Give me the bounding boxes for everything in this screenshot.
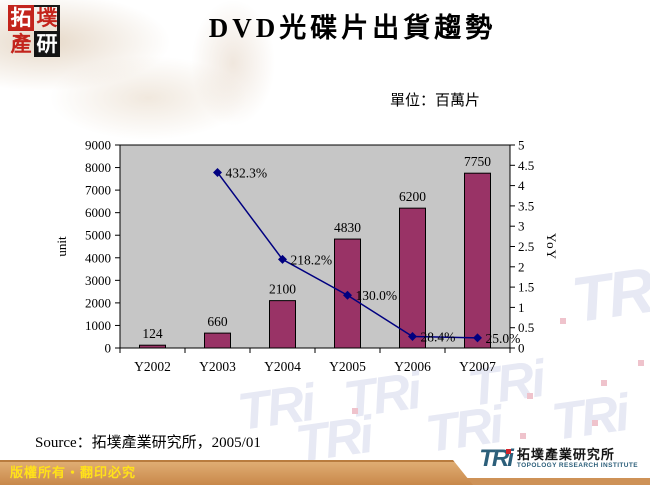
bar-value-label: 6200 xyxy=(399,189,426,204)
yoy-value-label: 130.0% xyxy=(356,288,398,303)
bar-value-label: 124 xyxy=(142,326,163,341)
right-axis-label: 2.5 xyxy=(518,239,534,254)
tri-name-zh: 拓墣產業研究所 xyxy=(516,447,615,462)
yoy-value-label: 218.2% xyxy=(291,252,333,267)
yoy-value-label: 28.4% xyxy=(421,329,456,344)
logo-char: 拓 xyxy=(8,5,34,31)
tri-footer-logo: TRi 拓墣產業研究所 TOPOLOGY RESEARCH INSTITUTE xyxy=(479,447,638,471)
right-axis-label: 0 xyxy=(518,341,525,356)
tri-watermark: TRi xyxy=(548,384,631,452)
left-axis-label: 1000 xyxy=(85,318,111,333)
shipment-trend-chart: 0 1000 2000 3000 4000 5000 6000 7000 8000 9000 0 0.… xyxy=(54,138,559,375)
right-axis-label: 1.5 xyxy=(518,280,534,295)
bar-Y2002 xyxy=(139,344,166,349)
left-axis-label: 7000 xyxy=(85,183,111,198)
x-axis-label: Y2003 xyxy=(199,359,236,374)
yoy-value-label: 432.3% xyxy=(226,165,268,180)
left-axis-title: unit xyxy=(54,236,69,257)
yoy-marker xyxy=(408,331,417,341)
footer-bar xyxy=(0,460,473,485)
watermark-dot xyxy=(520,433,526,439)
tri-watermark: TRi xyxy=(567,251,650,337)
logo-char: 產 xyxy=(10,32,32,56)
right-axis-title: YoY xyxy=(544,233,559,260)
right-axis-label: 4.5 xyxy=(518,158,534,173)
left-axis-label: 0 xyxy=(105,341,112,356)
logo-char: 墣 xyxy=(34,5,60,31)
yoy-marker xyxy=(278,254,287,264)
unit-note: 單位：百萬片 xyxy=(390,93,481,109)
right-axis-label: 3 xyxy=(518,219,525,234)
tri-name-en: TOPOLOGY RESEARCH INSTITUTE xyxy=(516,462,638,469)
bar-Y2007 xyxy=(464,172,491,349)
bar-Y2003 xyxy=(204,332,231,349)
x-axis-label: Y2005 xyxy=(329,359,366,374)
left-axis-label: 5000 xyxy=(85,228,111,243)
source-note: Source：拓墣產業研究所，2005/01 xyxy=(35,435,261,451)
left-axis-label: 4000 xyxy=(85,250,111,265)
watermark-dot xyxy=(560,318,566,324)
right-axis-label: 3.5 xyxy=(518,198,534,213)
bar-value-label: 7750 xyxy=(464,154,491,169)
tri-logo-red-dot-icon xyxy=(505,449,511,454)
plot-area xyxy=(119,144,511,349)
bar-value-label: 2100 xyxy=(269,282,296,297)
bar-Y2006 xyxy=(399,207,426,349)
watermark-dot xyxy=(592,420,598,426)
left-axis-label: 8000 xyxy=(85,160,111,175)
left-axis-label: 2000 xyxy=(85,295,111,310)
copyright-notice: 版權所有‧翻印必究 xyxy=(10,465,137,480)
right-axis-label: 1 xyxy=(518,300,525,315)
watermark-dot xyxy=(527,393,533,399)
bar-Y2004 xyxy=(269,300,296,349)
bar-value-label: 660 xyxy=(207,314,228,329)
x-axis-label: Y2006 xyxy=(394,359,431,374)
tri-acronym: TRi xyxy=(479,447,514,471)
x-axis-label: Y2007 xyxy=(459,359,496,374)
yoy-marker xyxy=(473,333,482,343)
right-axis-label: 0.5 xyxy=(518,320,534,335)
right-axis-label: 2 xyxy=(518,259,525,274)
tri-names: 拓墣產業研究所 TOPOLOGY RESEARCH INSTITUTE xyxy=(517,448,638,470)
bar-value-label: 4830 xyxy=(334,220,361,235)
map-texture-background xyxy=(0,0,370,140)
company-logo: 拓 墣 產 研 xyxy=(8,5,60,57)
yoy-value-label: 25.0% xyxy=(486,331,521,346)
x-axis-label: Y2004 xyxy=(264,359,301,374)
watermark-dot xyxy=(638,360,644,366)
watermark-dot xyxy=(352,408,358,414)
yoy-marker xyxy=(343,290,352,300)
logo-char: 研 xyxy=(34,31,60,57)
yoy-marker xyxy=(213,167,222,177)
page-title: DVD光碟片出貨趨勢 xyxy=(208,13,497,43)
watermark-dot xyxy=(601,380,607,386)
left-axis-label: 6000 xyxy=(85,205,111,220)
left-axis-label: 3000 xyxy=(85,273,111,288)
right-axis-label: 5 xyxy=(518,138,525,153)
right-axis-label: 4 xyxy=(518,178,525,193)
x-axis-label: Y2002 xyxy=(134,359,171,374)
left-axis-label: 9000 xyxy=(85,138,111,153)
